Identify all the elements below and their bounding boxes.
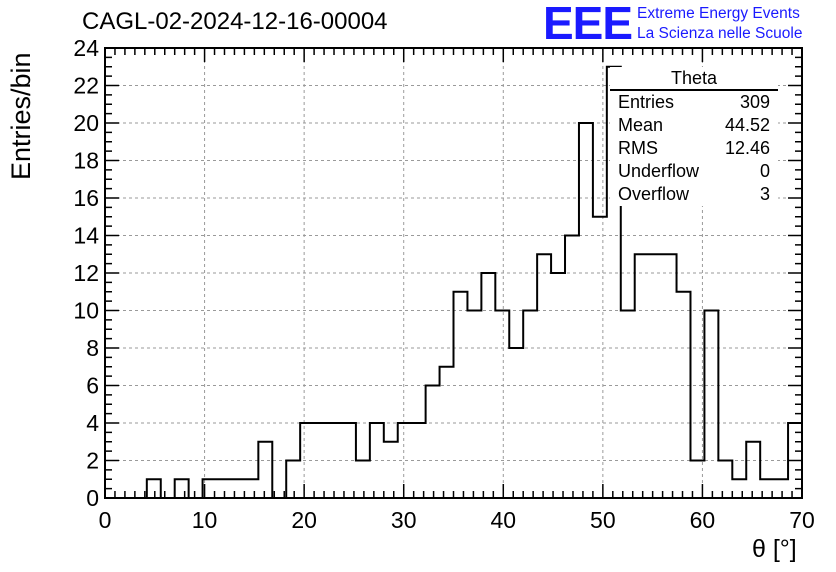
- stats-value: 309: [739, 92, 770, 112]
- stats-value: 0: [759, 161, 770, 181]
- stats-box: Theta Entries 309 Mean 44.52 RMS 12.46 U…: [610, 67, 778, 206]
- logo-subtitle-line1: Extreme Energy Events: [637, 5, 800, 22]
- x-tick-labels: 0 10 20 30 40 50 60 70: [99, 507, 815, 533]
- stats-value: 12.46: [724, 138, 770, 158]
- y-tick-label: 10: [73, 298, 99, 324]
- stats-value: 3: [759, 184, 770, 204]
- stats-row-mean: Mean 44.52: [610, 114, 778, 137]
- x-tick-label: 20: [291, 507, 317, 533]
- y-tick-label: 2: [86, 448, 99, 474]
- y-tick-label: 20: [73, 110, 99, 136]
- y-tick-label: 14: [73, 223, 99, 249]
- y-tick-label: 18: [73, 148, 99, 174]
- stats-label: RMS: [618, 138, 658, 158]
- y-tick-label: 8: [86, 335, 99, 361]
- logo-subtitle-line2: La Scienza nelle Scuole: [637, 25, 803, 42]
- stats-label: Mean: [618, 115, 664, 135]
- y-tick-label: 12: [73, 260, 99, 286]
- x-tick-label: 0: [99, 507, 112, 533]
- y-tick-label: 22: [73, 73, 99, 99]
- y-axis-label: Entries/bin: [6, 52, 36, 180]
- x-tick-label: 30: [391, 507, 417, 533]
- y-tick-label: 6: [86, 373, 99, 399]
- stats-value: 44.52: [724, 115, 770, 135]
- axis-ticks: [104, 47, 803, 499]
- x-tick-label: 70: [789, 507, 815, 533]
- eee-logo: EEE: [543, 0, 633, 49]
- histogram-series-theta: [105, 65, 802, 499]
- stats-label: Entries: [618, 92, 675, 112]
- x-tick-label: 50: [590, 507, 616, 533]
- y-tick-label: 16: [73, 185, 99, 211]
- x-tick-label: 40: [490, 507, 516, 533]
- chart-title: CAGL-02-2024-12-16-00004: [82, 8, 388, 35]
- x-tick-label: 60: [690, 507, 716, 533]
- stats-row-entries: Entries 309: [610, 91, 778, 114]
- stats-label: Overflow: [618, 184, 690, 204]
- stats-label: Underflow: [618, 161, 700, 181]
- stats-box-divider: [610, 89, 778, 91]
- stats-box-title: Theta: [670, 68, 718, 88]
- x-axis-label: θ [°]: [752, 535, 797, 563]
- y-tick-label: 24: [73, 35, 99, 61]
- y-tick-label: 4: [86, 410, 99, 436]
- stats-row-rms: RMS 12.46: [610, 137, 778, 160]
- stats-row-overflow: Overflow 3: [610, 183, 778, 206]
- x-tick-label: 10: [192, 507, 218, 533]
- stats-row-underflow: Underflow 0: [610, 160, 778, 183]
- y-tick-label: 0: [86, 485, 99, 511]
